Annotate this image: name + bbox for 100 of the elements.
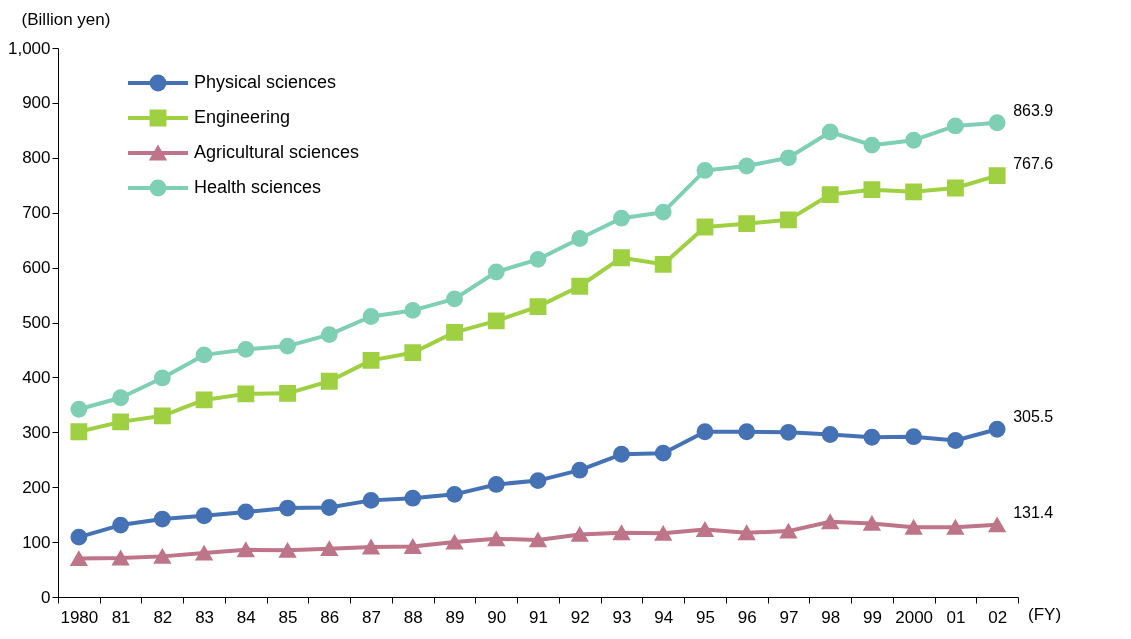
y-tick-label: 0 xyxy=(41,587,51,607)
point xyxy=(654,525,672,541)
point xyxy=(70,423,88,441)
x-tick-label: 2000 xyxy=(895,607,934,627)
legend-label: Physical sciences xyxy=(194,72,337,92)
point xyxy=(237,542,255,558)
point xyxy=(320,326,338,343)
legend-label: Agricultural sciences xyxy=(194,142,360,162)
x-tick-label: 1980 xyxy=(60,607,99,627)
x-tick-label: 87 xyxy=(362,607,381,627)
x-tick-label: 94 xyxy=(654,607,674,627)
y-tick-label: 700 xyxy=(22,203,51,223)
y-tick-label: 1,000 xyxy=(7,38,51,58)
point xyxy=(404,344,422,362)
point xyxy=(946,179,964,197)
x-tick-label: 98 xyxy=(821,607,841,627)
point xyxy=(738,157,756,175)
point xyxy=(195,391,213,409)
point xyxy=(153,369,171,387)
point xyxy=(863,181,881,199)
point xyxy=(821,123,839,141)
point xyxy=(654,203,672,221)
point xyxy=(70,528,88,546)
point xyxy=(863,428,881,446)
x-tick-label: 92 xyxy=(570,607,590,627)
point xyxy=(404,302,422,319)
point xyxy=(237,341,255,358)
point xyxy=(153,548,171,564)
point xyxy=(362,491,380,509)
point xyxy=(112,413,130,431)
x-axis-title: (FY) xyxy=(1028,605,1062,624)
y-tick-label: 600 xyxy=(22,258,51,278)
point xyxy=(529,298,547,315)
point xyxy=(780,423,797,441)
point xyxy=(946,519,964,535)
point xyxy=(112,516,130,534)
point xyxy=(487,531,505,547)
point xyxy=(738,215,756,233)
point xyxy=(696,218,714,236)
point xyxy=(654,255,672,273)
point xyxy=(362,351,380,369)
point xyxy=(446,290,463,308)
data-label: 767.6 xyxy=(1013,154,1054,172)
x-tick-label: 02 xyxy=(988,607,1008,627)
point xyxy=(905,519,923,535)
point xyxy=(613,209,630,227)
x-tick-label: 89 xyxy=(445,607,465,627)
point xyxy=(988,167,1006,184)
point xyxy=(696,162,714,179)
point xyxy=(821,514,839,530)
point xyxy=(863,136,881,154)
point xyxy=(821,426,839,443)
data-label: 131.4 xyxy=(1013,503,1054,521)
point xyxy=(905,428,923,446)
point xyxy=(613,445,630,463)
y-tick-label: 800 xyxy=(22,148,51,168)
x-tick-label: 97 xyxy=(779,607,799,627)
point xyxy=(529,532,547,548)
point xyxy=(946,432,964,449)
point xyxy=(571,526,589,542)
point xyxy=(529,472,547,490)
point xyxy=(404,489,422,507)
point xyxy=(320,372,338,390)
point xyxy=(780,211,797,229)
point xyxy=(738,525,756,541)
y-tick-label: 400 xyxy=(22,367,51,387)
x-tick-label: 84 xyxy=(236,607,256,627)
point xyxy=(988,114,1006,132)
point xyxy=(487,476,505,493)
point xyxy=(404,539,422,554)
x-tick-label: 90 xyxy=(487,607,507,627)
point xyxy=(320,541,338,557)
point xyxy=(446,485,463,503)
point xyxy=(529,250,547,268)
y-axis-title: (Billion yen) xyxy=(21,10,111,29)
point xyxy=(279,384,296,402)
point xyxy=(696,423,714,441)
point xyxy=(237,503,255,521)
point xyxy=(988,420,1006,438)
point xyxy=(195,346,213,364)
point xyxy=(613,249,630,267)
point xyxy=(112,389,130,407)
point xyxy=(320,499,338,516)
x-tick-label: 82 xyxy=(153,607,173,627)
x-tick-label: 01 xyxy=(946,607,966,627)
data-label: 305.5 xyxy=(1013,408,1054,426)
x-tick-label: 88 xyxy=(403,607,423,627)
point xyxy=(446,323,463,341)
point xyxy=(70,400,88,418)
point xyxy=(654,444,672,462)
x-tick-label: 86 xyxy=(320,607,340,627)
data-label: 863.9 xyxy=(1013,101,1054,119)
x-tick-label: 96 xyxy=(737,607,757,627)
point xyxy=(571,230,589,247)
x-tick-label: 95 xyxy=(696,607,715,627)
point xyxy=(279,337,296,355)
x-tick-label: 93 xyxy=(612,607,632,627)
point xyxy=(112,550,130,566)
point xyxy=(571,277,589,295)
legend-label: Health sciences xyxy=(194,177,322,197)
